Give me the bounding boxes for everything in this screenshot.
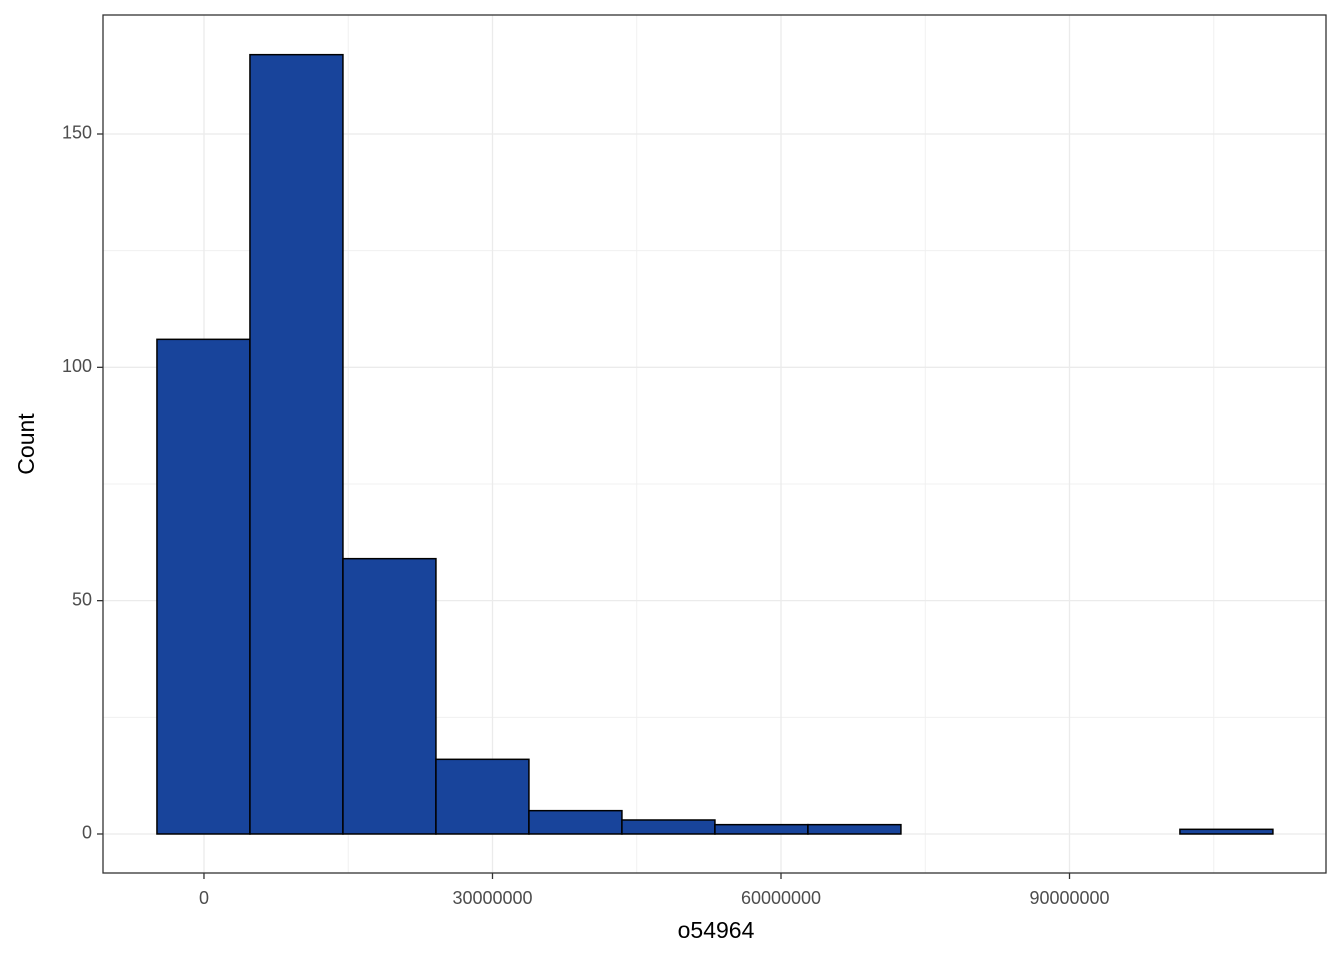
bar: [807, 823, 902, 835]
y-tick-label: 150: [62, 123, 92, 143]
x-tick-label: 0: [199, 888, 209, 908]
y-axis-title: Count: [13, 413, 39, 475]
bars: [156, 53, 1274, 835]
bar: [342, 557, 437, 835]
y-tick-label: 0: [82, 823, 92, 843]
x-tick-label: 90000000: [1029, 888, 1109, 908]
y-tick-label: 50: [72, 589, 92, 609]
x-axis-title: o54964: [678, 917, 755, 943]
bar: [528, 809, 623, 835]
bar: [249, 53, 344, 835]
x-tick-label: 30000000: [452, 888, 532, 908]
panel-border: [102, 14, 1327, 874]
bar: [621, 819, 716, 835]
bar: [156, 338, 251, 835]
y-tick-label: 100: [62, 356, 92, 376]
bar: [435, 758, 530, 835]
bar: [714, 823, 809, 835]
bar: [1179, 828, 1274, 835]
x-tick-label: 60000000: [741, 888, 821, 908]
